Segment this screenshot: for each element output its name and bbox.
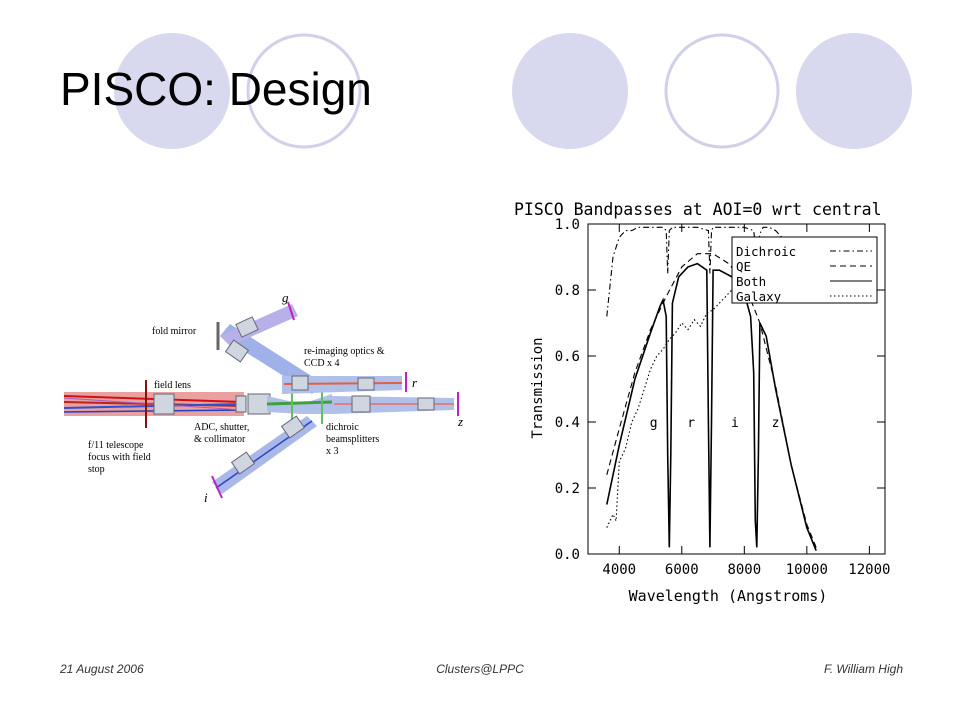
x-tick-label: 10000	[786, 562, 828, 578]
label-adc-2: & collimator	[194, 434, 246, 445]
label-band-r: r	[412, 375, 418, 390]
series-line-dichroic	[606, 226, 783, 317]
footer-author: F. William High	[823, 662, 903, 676]
footer-date: 21 August 2006	[60, 662, 144, 676]
decor-circle-ring-1	[246, 33, 362, 149]
decor-circle-filled-3	[796, 33, 912, 149]
x-axis-label: Wavelength (Angstroms)	[629, 587, 828, 605]
label-ccd: CCD x 4	[304, 358, 340, 369]
x-tick-label: 4000	[602, 562, 636, 578]
band-label: r	[687, 416, 695, 431]
y-tick-label: 0.2	[555, 481, 580, 497]
decor-circle-ring-2	[664, 33, 780, 149]
y-tick-label: 0.6	[555, 349, 580, 365]
y-tick-label: 1.0	[555, 217, 580, 233]
label-dichroic-3: x 3	[326, 446, 339, 457]
chart-title: PISCO Bandpasses at AOI=0 wrt central	[514, 200, 882, 219]
series-line-both	[606, 262, 817, 552]
label-adc-1: ADC, shutter,	[194, 422, 249, 433]
y-axis-ticks: 0.0 0.2 0.4 0.6 0.8 1.0	[555, 217, 885, 563]
x-tick-label: 6000	[665, 562, 699, 578]
footer-event: Clusters@LPPC	[436, 662, 524, 676]
y-tick-label: 0.4	[555, 415, 580, 431]
x-axis-ticks: 4000 6000 8000 10000 12000	[602, 224, 890, 578]
slide-title: PISCO: Design	[60, 63, 372, 115]
y-tick-label: 0.8	[555, 283, 580, 299]
field-lens-element	[153, 393, 175, 415]
label-telescope-2: focus with field	[88, 452, 151, 463]
plot-area	[587, 223, 886, 555]
label-band-z: z	[457, 414, 463, 429]
x-tick-label: 8000	[727, 562, 761, 578]
decor-circle-filled-1	[114, 33, 230, 149]
legend-label: QE	[736, 259, 751, 274]
label-telescope-1: f/11 telescope	[88, 440, 144, 451]
label-band-g: g	[282, 290, 289, 305]
arm-i	[211, 415, 317, 499]
band-label: z	[772, 416, 780, 431]
label-dichroic-2: beamsplitters	[326, 434, 379, 445]
optics-diagram: fold mirror field lens re-imaging optics…	[63, 290, 463, 505]
label-dichroic-1: dichroic	[326, 422, 359, 433]
arm-z	[332, 392, 459, 416]
adc-element	[235, 395, 247, 413]
label-reimaging: re-imaging optics &	[304, 346, 385, 357]
legend-label: Galaxy	[736, 289, 782, 304]
y-tick-label: 0.0	[555, 547, 580, 563]
arm-r	[282, 372, 407, 394]
decorative-circles	[114, 33, 912, 149]
legend-box	[731, 236, 878, 304]
legend-label: Dichroic	[736, 244, 796, 259]
label-band-i: i	[204, 490, 208, 505]
x-tick-label: 12000	[848, 562, 890, 578]
y-axis-label: Transmission	[530, 337, 546, 438]
label-telescope-3: stop	[88, 464, 105, 475]
legend-label: Both	[736, 274, 766, 289]
label-field-lens: field lens	[154, 380, 191, 391]
bandpass-chart: PISCO Bandpasses at AOI=0 wrt central 40…	[514, 200, 890, 605]
decor-circle-filled-2	[512, 33, 628, 149]
band-label: g	[650, 416, 658, 431]
series-layer	[606, 226, 817, 552]
label-fold-mirror: fold mirror	[152, 326, 197, 337]
collimator-element	[247, 393, 271, 415]
band-label: i	[731, 416, 739, 431]
